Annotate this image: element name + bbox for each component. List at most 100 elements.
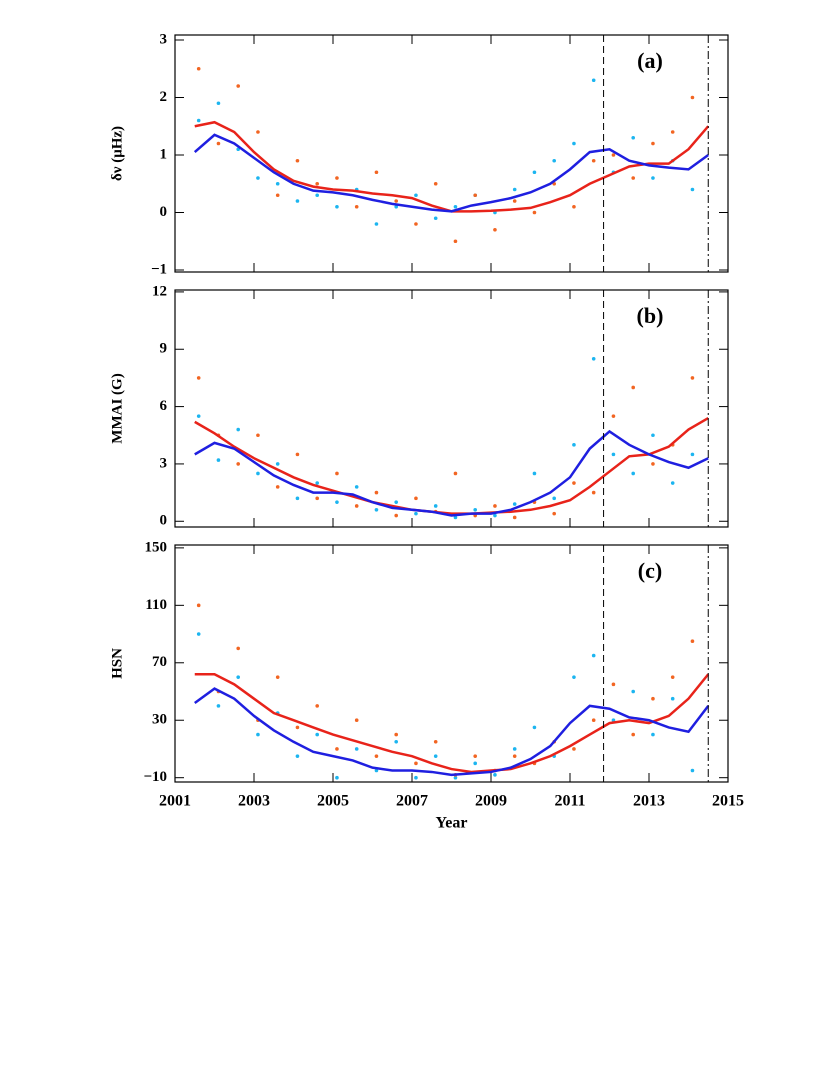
data-point	[433, 216, 438, 221]
data-point	[690, 187, 695, 192]
data-point	[335, 500, 339, 504]
data-point	[335, 176, 339, 180]
data-point	[394, 513, 399, 518]
data-point	[611, 718, 616, 723]
data-point	[670, 130, 675, 134]
data-point	[275, 462, 280, 466]
y-axis-label: δν (μHz)	[109, 126, 125, 181]
data-point	[690, 376, 695, 380]
data-point	[335, 747, 339, 751]
data-point	[394, 732, 399, 737]
data-point	[512, 199, 517, 203]
data-point	[216, 704, 221, 708]
data-point	[196, 118, 201, 123]
data-point	[532, 471, 537, 476]
data-point	[552, 158, 556, 163]
data-point	[315, 481, 320, 485]
data-point	[256, 176, 260, 180]
data-point	[354, 504, 359, 508]
data-point	[572, 204, 576, 209]
data-point	[394, 739, 399, 744]
y-tick-label: 9	[160, 341, 168, 357]
y-tick-label: 1	[160, 146, 168, 162]
y-tick-label: −1	[151, 261, 167, 277]
data-point	[651, 141, 655, 146]
data-point	[591, 78, 596, 83]
data-point	[275, 675, 280, 679]
data-point	[374, 490, 379, 495]
data-point	[354, 718, 359, 723]
data-point	[690, 768, 695, 773]
y-tick-label: 0	[160, 513, 168, 529]
data-point	[295, 199, 300, 203]
data-point	[394, 199, 399, 203]
y-tick-label: 12	[152, 283, 167, 299]
data-point	[216, 458, 221, 462]
data-point	[453, 515, 458, 520]
data-point	[493, 504, 497, 508]
data-point	[631, 689, 635, 694]
data-point	[374, 768, 379, 773]
y-tick-label: 3	[160, 455, 168, 471]
data-point	[651, 433, 655, 438]
data-point	[453, 204, 458, 209]
data-point	[493, 773, 497, 777]
data-point	[473, 761, 478, 766]
data-point	[611, 414, 616, 418]
data-point	[651, 732, 655, 737]
data-point	[493, 227, 497, 232]
data-point	[631, 176, 635, 180]
data-point	[532, 170, 537, 175]
data-point	[256, 130, 260, 134]
data-point	[216, 141, 221, 146]
data-point	[414, 222, 418, 226]
data-point	[295, 754, 300, 758]
data-point	[611, 682, 616, 687]
plot-frame	[174, 289, 729, 528]
data-point	[631, 471, 635, 476]
panel-label: (b)	[637, 303, 664, 328]
data-point	[236, 84, 240, 88]
y-tick-label: 3	[160, 31, 168, 47]
data-point	[611, 153, 616, 157]
data-point	[236, 675, 240, 679]
data-point	[552, 496, 556, 501]
plot-frame	[174, 544, 729, 783]
data-point	[651, 462, 655, 466]
data-point	[315, 181, 320, 186]
data-point	[670, 675, 675, 679]
data-point	[315, 704, 320, 708]
data-point	[196, 376, 201, 380]
y-tick-label: 70	[152, 654, 167, 670]
data-point	[433, 181, 438, 186]
data-point	[631, 732, 635, 737]
trend-line	[194, 687, 710, 777]
data-point	[414, 511, 418, 516]
data-point	[512, 187, 517, 192]
data-point	[512, 754, 517, 758]
data-point	[453, 775, 458, 780]
data-point	[591, 357, 596, 361]
data-point	[690, 95, 695, 100]
y-axis-label: HSN	[109, 648, 125, 679]
data-point	[433, 739, 438, 744]
data-point	[374, 507, 379, 512]
data-point	[275, 485, 280, 489]
data-point	[651, 176, 655, 180]
data-point	[394, 204, 399, 209]
data-point	[670, 696, 675, 701]
plot-frame	[174, 34, 729, 273]
x-tick-label: 2011	[554, 793, 585, 810]
data-point	[295, 496, 300, 501]
data-point	[591, 718, 596, 723]
y-axis-label: MMAI (G)	[109, 373, 125, 443]
x-tick-label: 2015	[712, 793, 744, 810]
data-point	[512, 747, 517, 751]
data-point	[690, 639, 695, 644]
data-point	[295, 725, 300, 730]
data-point	[433, 754, 438, 758]
data-point	[512, 502, 517, 506]
data-point	[354, 485, 359, 489]
